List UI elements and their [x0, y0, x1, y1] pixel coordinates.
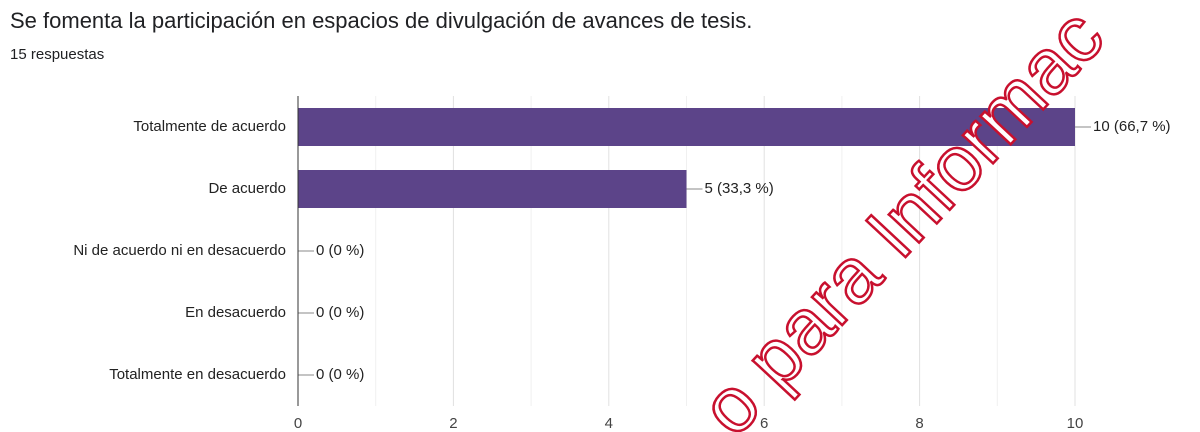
y-tick-label: Totalmente en desacuerdo [109, 366, 286, 383]
y-tick-label: De acuerdo [208, 180, 286, 197]
x-tick-label: 10 [1067, 415, 1084, 432]
chart-subtitle: 15 respuestas [10, 46, 104, 63]
x-tick-label: 6 [760, 415, 768, 432]
value-label: 0 (0 %) [316, 242, 364, 259]
value-label: 5 (33,3 %) [705, 180, 774, 197]
y-tick-label: Totalmente de acuerdo [133, 118, 286, 135]
x-tick-label: 4 [605, 415, 613, 432]
x-tick-label: 8 [915, 415, 923, 432]
y-tick-label: En desacuerdo [185, 304, 286, 321]
bar [298, 170, 687, 208]
y-tick-label: Ni de acuerdo ni en desacuerdo [73, 242, 286, 259]
value-label: 10 (66,7 %) [1093, 118, 1171, 135]
value-label: 0 (0 %) [316, 366, 364, 383]
value-label: 0 (0 %) [316, 304, 364, 321]
watermark: o para Informac [683, 0, 1120, 432]
x-tick-label: 2 [449, 415, 457, 432]
x-tick-label: 0 [294, 415, 302, 432]
bar [298, 108, 1075, 146]
chart-title: Se fomenta la participación en espacios … [10, 8, 752, 33]
